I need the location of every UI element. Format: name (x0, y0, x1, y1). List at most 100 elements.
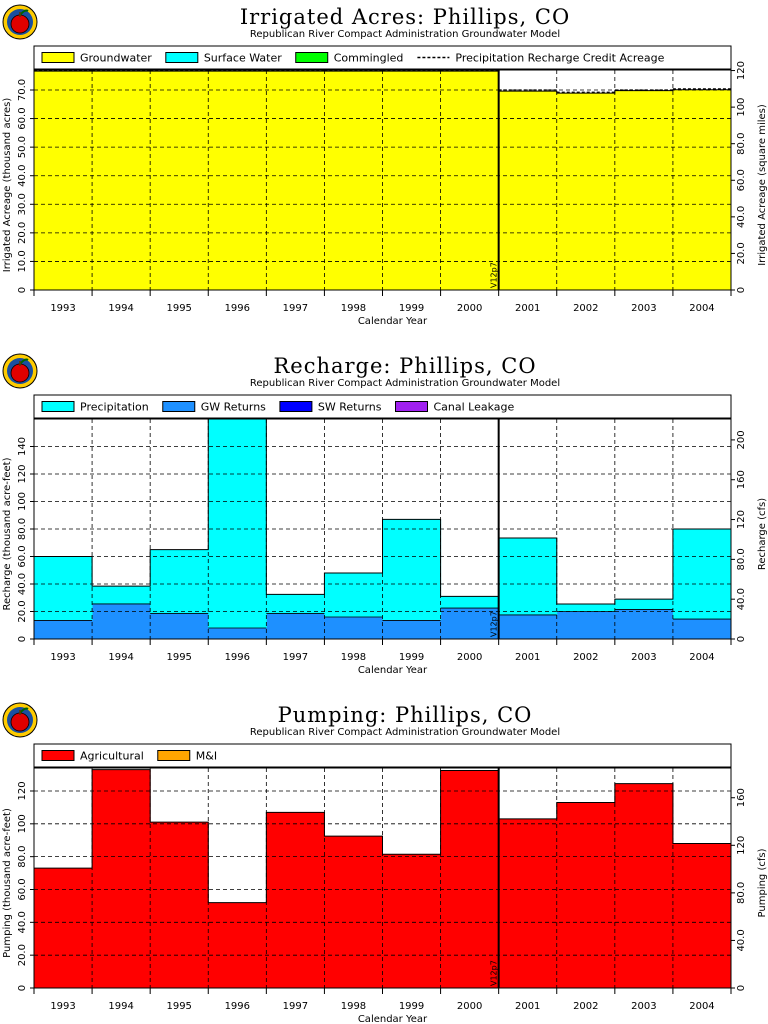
legend-label: Precipitation Recharge Credit Acreage (455, 52, 664, 65)
bar-groundwater (556, 93, 616, 291)
y-axis-label: Recharge (thousand acre-feet) (2, 457, 13, 610)
bar-precipitation (266, 594, 325, 614)
bar-precipitation (92, 586, 151, 604)
bar-precipitation (324, 573, 383, 617)
bar-groundwater (150, 71, 209, 291)
legend-item: Groundwater (41, 52, 152, 65)
x-tick-label: 1994 (108, 303, 133, 314)
bar-groundwater (208, 71, 267, 291)
legend-swatch (295, 52, 329, 63)
bar-agricultural (324, 836, 383, 988)
legend-swatch (41, 52, 75, 63)
x-tick-label: 1994 (108, 1001, 133, 1012)
y2-tick-label: 0 (736, 287, 747, 293)
bar-gw-returns (266, 613, 325, 639)
x-tick-label: 1996 (225, 303, 250, 314)
bar-groundwater (34, 71, 93, 291)
y-tick-label: 60.0 (17, 107, 28, 129)
legend-label: Agricultural (80, 750, 144, 763)
bar-groundwater (672, 89, 732, 290)
y2-tick-label: 20.0 (736, 242, 747, 264)
bar-gw-returns (92, 603, 151, 639)
bar-groundwater (92, 71, 151, 291)
legend-label: Surface Water (204, 52, 282, 65)
y2-axis-label: Recharge (cfs) (757, 498, 768, 570)
y-tick-label: 100 (17, 814, 28, 833)
bar-gw-returns (382, 620, 442, 639)
y2-tick-label: 120 (736, 510, 747, 529)
chart-panel-1: Irrigated Acres: Phillips, CORepublican … (2, 4, 768, 327)
legend-item: SW Returns (279, 401, 382, 414)
y2-tick-label: 0 (736, 636, 747, 642)
y2-tick-label: 80.0 (736, 548, 747, 570)
x-tick-label: 1999 (399, 303, 424, 314)
x-tick-label: 2004 (689, 303, 714, 314)
legend-item: Surface Water (165, 52, 282, 65)
bar-gw-returns (208, 628, 267, 639)
x-tick-label: 2004 (689, 652, 714, 663)
bar-gw-returns (614, 609, 674, 639)
bar-precipitation (672, 529, 732, 620)
bar-groundwater (324, 71, 383, 291)
y2-tick-label: 80.0 (736, 882, 747, 904)
y2-tick-label: 40.0 (736, 588, 747, 610)
bar-agricultural (150, 822, 209, 988)
bar-precipitation (614, 599, 674, 610)
x-tick-label: 2002 (573, 303, 598, 314)
y-tick-label: 0 (17, 985, 28, 991)
x-tick-label: 2000 (457, 1001, 482, 1012)
legend-item: M&I (157, 750, 217, 763)
bar-agricultural (498, 818, 558, 988)
x-tick-label: 1996 (225, 652, 250, 663)
bar-gw-returns (324, 617, 383, 639)
bar-agricultural (672, 843, 732, 988)
legend-swatch (157, 750, 191, 761)
x-axis-label: Calendar Year (358, 665, 428, 676)
y-tick-label: 120 (17, 781, 28, 800)
y-tick-label: 0 (17, 636, 28, 642)
legend-item: GW Returns (162, 401, 266, 414)
x-tick-label: 1993 (50, 303, 75, 314)
bar-gw-returns (672, 619, 732, 639)
x-tick-label: 2002 (573, 1001, 598, 1012)
legend-box (33, 45, 732, 70)
chart-title: Irrigated Acres: Phillips, CO (240, 5, 570, 29)
x-tick-label: 2001 (515, 1001, 540, 1012)
marker-label: V12p7 (490, 611, 499, 637)
legend-swatch (279, 401, 313, 412)
x-tick-label: 1998 (341, 1001, 366, 1012)
bar-precipitation (556, 603, 616, 612)
bar-agricultural (614, 783, 674, 988)
bar-precipitation (34, 556, 93, 621)
bar-gw-returns (34, 620, 93, 639)
y-tick-label: 10.0 (17, 250, 28, 272)
apple-logo-icon (2, 4, 38, 40)
series-boundary (34, 603, 731, 629)
x-tick-label: 2002 (573, 652, 598, 663)
x-tick-label: 1999 (399, 652, 424, 663)
chart-subtitle: Republican River Compact Administration … (250, 727, 560, 738)
y-tick-label: 40.0 (17, 911, 28, 933)
legend-label: M&I (196, 750, 217, 763)
x-tick-label: 1996 (225, 1001, 250, 1012)
bar-gw-returns (556, 611, 616, 639)
x-tick-label: 1998 (341, 303, 366, 314)
bar-groundwater (498, 91, 558, 291)
legend-box (33, 394, 732, 419)
y-tick-label: 50.0 (17, 136, 28, 158)
y2-tick-label: 80.0 (736, 133, 747, 155)
y-tick-label: 20.0 (17, 600, 28, 622)
y-tick-label: 60.0 (17, 878, 28, 900)
y2-tick-label: 60.0 (736, 169, 747, 191)
x-tick-label: 1995 (166, 652, 191, 663)
y-tick-label: 140 (17, 437, 28, 456)
y-tick-label: 20.0 (17, 944, 28, 966)
legend-label: SW Returns (318, 401, 382, 414)
y2-tick-label: 120 (736, 836, 747, 855)
legend-item: Canal Leakage (395, 401, 515, 414)
bar-groundwater (440, 71, 500, 291)
bar-groundwater (382, 71, 442, 291)
y2-tick-label: 120 (736, 61, 747, 80)
